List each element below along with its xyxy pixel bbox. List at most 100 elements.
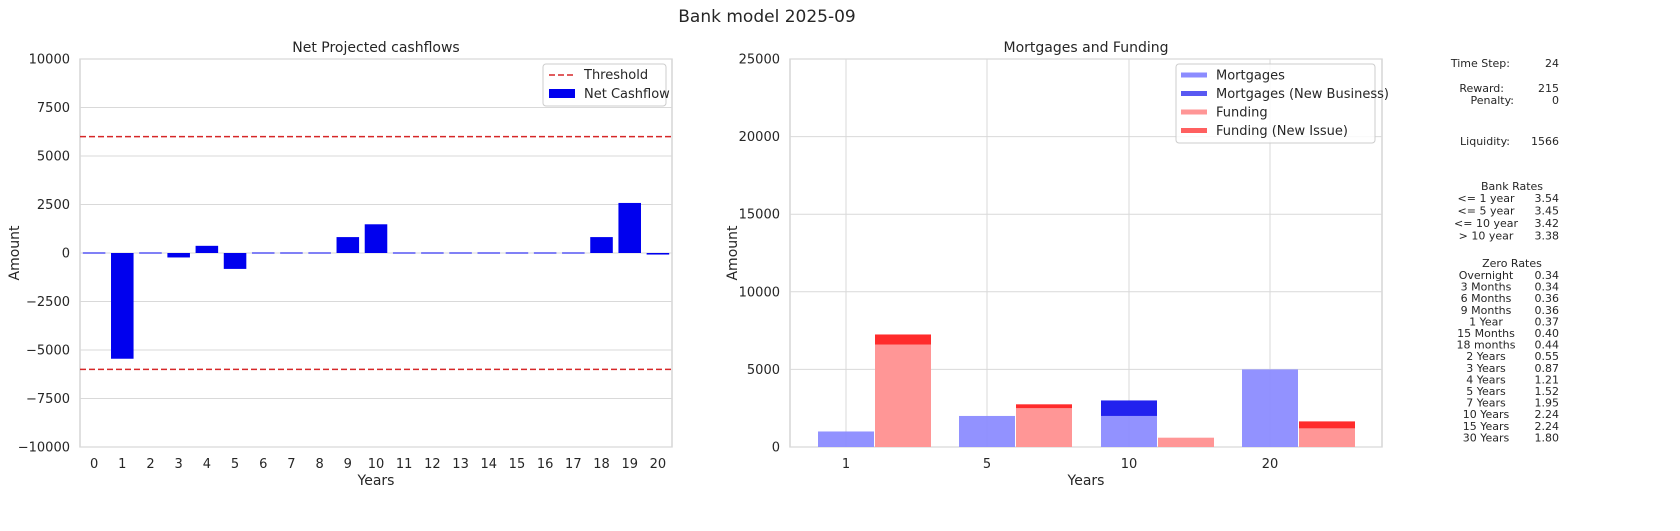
chart1-xtick-label: 17 [565,457,582,472]
chart1-xtick-label: 20 [650,457,667,472]
legend-net-cashflow-swatch [549,89,575,98]
bank-rate-row-label: <= 10 year [1454,217,1518,230]
info-panel: Time Step: 24 Reward: 215 Penalty: 0 Liquidity… [1450,57,1559,444]
reward-label: Reward: [1459,82,1504,95]
zero-rate-row-label: 30 Years [1463,431,1510,444]
zero-rate-row-label: 18 months [1457,339,1516,352]
zero-rate-row-value: 1.95 [1535,397,1560,410]
chart2-xtick-label: 10 [1121,457,1138,472]
chart2-ytick-label: 20000 [739,130,780,145]
zero-rate-row-value: 1.52 [1535,385,1560,398]
net-cashflow-bar [251,252,275,254]
chart1-xtick-label: 19 [621,457,638,472]
zero-rate-row-label: 10 Years [1463,408,1510,421]
zero-rate-row-label: 7 Years [1466,397,1506,410]
chart2-ytick-label: 10000 [739,285,780,300]
chart1-xtick-label: 4 [203,457,211,472]
net-cashflow-bar [223,253,247,269]
chart1-xtick-label: 16 [537,457,554,472]
zero-rate-row-value: 0.34 [1535,281,1560,294]
funding-new-issue-bar [1299,421,1355,429]
chart2-ytick-label: 25000 [739,53,780,68]
mortgages-bar [1242,369,1298,447]
chart2-xtick-label: 20 [1262,457,1279,472]
legend-funding-new-issue-label: Funding (New Issue) [1216,124,1348,139]
net-cashflow-chart: −10000 −7500 −5000 −2500 0 2500 5000 7500 10000 0… [7,40,673,489]
zero-rate-row-value: 0.55 [1535,350,1560,363]
chart1-xtick-label: 7 [287,457,295,472]
chart1-xtick-label: 11 [396,457,413,472]
chart1-ytick-label: 0 [62,247,70,262]
bank-rate-row-label: <= 1 year [1458,192,1515,205]
chart2-xtick-label: 5 [983,457,991,472]
funding-bar [1299,428,1355,447]
zero-rate-row-label: 1 Year [1469,315,1503,328]
chart1-legend: Threshold Net Cashflow [542,63,670,107]
chart2-title: Mortgages and Funding [1004,40,1169,56]
penalty-label: Penalty: [1470,94,1514,107]
zero-rate-row-value: 0.37 [1535,315,1560,328]
mortgages-bar [1101,415,1157,447]
chart1-ytick-label: 7500 [37,101,70,116]
bank-rate-row-value: 3.38 [1535,230,1560,243]
zero-rate-row-label: 15 Years [1463,420,1510,433]
chart1-xtick-label: 6 [259,457,267,472]
net-cashflow-bar [618,202,641,253]
net-cashflow-bar [167,253,190,258]
legend-threshold-label: Threshold [583,68,648,83]
chart2-legend: Mortgages Mortgages (New Business) Funding… [1175,63,1389,144]
funding-bar [1158,437,1214,447]
chart1-xtick-label: 2 [146,457,154,472]
chart1-bars [82,202,670,359]
funding-bar [875,344,931,447]
zero-rate-row-value: 0.44 [1535,339,1560,352]
net-cashflow-bar [308,252,331,254]
zero-rate-row-label: 5 Years [1466,385,1506,398]
zero-rate-row-label: 15 Months [1457,327,1515,340]
zero-rate-row-label: 3 Months [1461,281,1512,294]
zero-rate-row-label: 9 Months [1461,304,1512,317]
mortgages-bar [818,431,874,447]
chart1-ylabel: Amount [7,225,23,281]
net-cashflow-bar [82,252,106,254]
zero-rate-row-value: 0.36 [1535,304,1560,317]
zero-rates-title: Zero Rates [1482,257,1542,270]
bank-rate-row-value: 3.42 [1535,217,1560,230]
zero-rate-row-value: 1.21 [1535,373,1560,386]
chart2-xtick-label: 1 [842,457,850,472]
net-cashflow-bar [562,252,585,254]
mortgages-bar [959,415,1015,447]
mortgages-funding-chart: 0 5000 10000 15000 20000 25000 1 5 10 20 Mortgage… [725,40,1389,489]
chart1-title: Net Projected cashflows [292,40,459,56]
chart1-ytick-label: −2500 [26,295,70,310]
net-cashflow-bar [111,253,134,359]
net-cashflow-bar [590,237,613,253]
chart1-ytick-label: 5000 [37,150,70,165]
chart1-ytick-label: −5000 [26,344,70,359]
net-cashflow-bar [195,245,219,253]
figure-title: Bank model 2025-09 [678,7,855,27]
chart2-xlabel: Years [1067,473,1105,489]
chart2-bars [818,334,1355,447]
chart1-xtick-label: 10 [368,457,385,472]
chart1-xtick-label: 8 [315,457,323,472]
chart1-xtick-label: 12 [424,457,441,472]
funding-new-issue-bar [875,334,931,345]
zero-rate-row-value: 2.24 [1535,420,1560,433]
net-cashflow-bar [477,252,501,254]
liquidity-value: 1566 [1531,135,1559,148]
chart1-xtick-label: 14 [480,457,497,472]
chart1-xtick-label: 9 [344,457,352,472]
zero-rate-row-value: 0.40 [1535,327,1560,340]
time-step-value: 24 [1545,57,1559,70]
net-cashflow-bar [646,253,670,255]
zero-rate-row-label: Overnight [1459,269,1514,282]
zero-rate-row-value: 2.24 [1535,408,1560,421]
funding-new-issue-bar [1016,404,1072,409]
chart2-legend-box [1175,63,1376,144]
chart1-xtick-label: 15 [509,457,526,472]
net-cashflow-bar [392,252,416,254]
chart1-ytick-label: −10000 [18,441,70,456]
chart2-ylabel: Amount [725,225,741,281]
penalty-value: 0 [1552,94,1559,107]
